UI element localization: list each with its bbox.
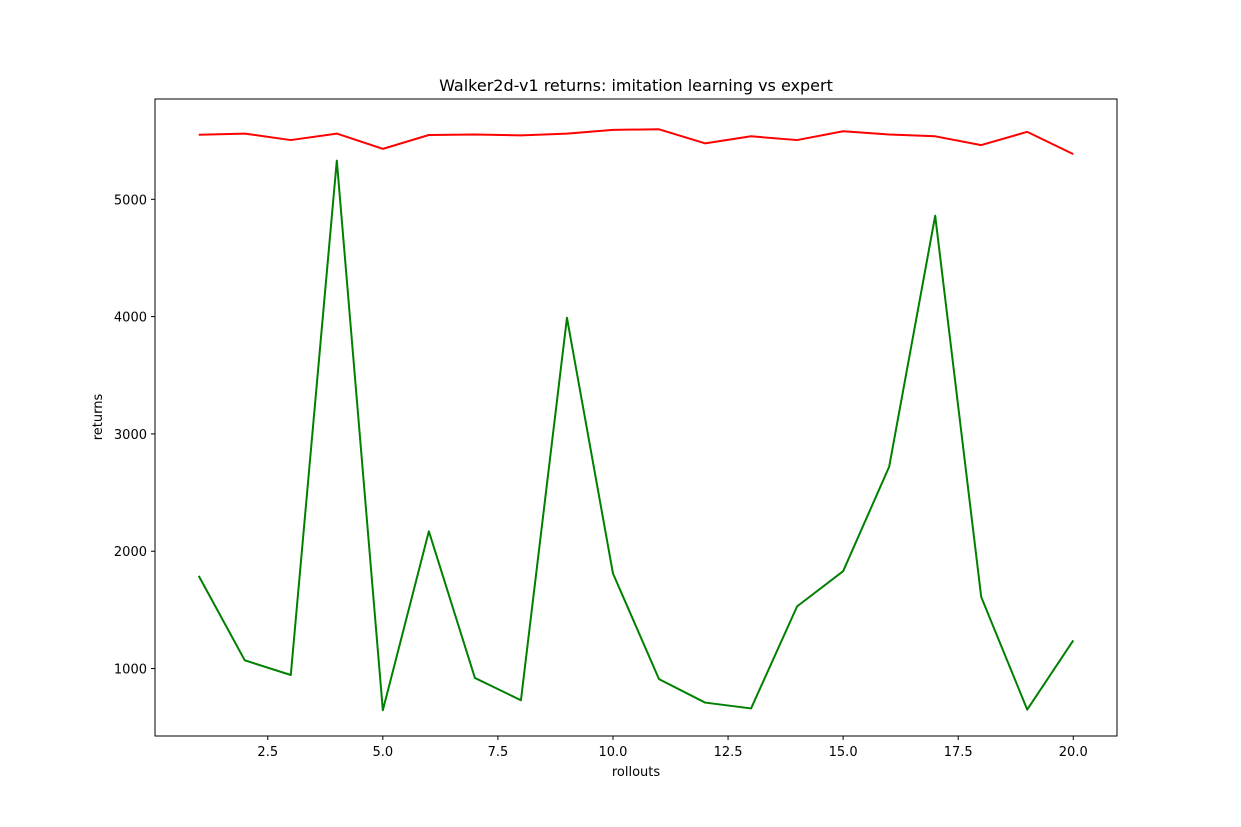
y-tick-label: 3000 xyxy=(114,428,147,443)
chart-title: Walker2d-v1 returns: imitation learning … xyxy=(439,76,833,95)
y-axis-label: returns xyxy=(91,394,106,441)
x-tick-label: 7.5 xyxy=(488,745,509,760)
x-tick-label: 2.5 xyxy=(257,745,278,760)
y-tick-label: 4000 xyxy=(114,311,147,326)
x-tick-label: 12.5 xyxy=(714,745,743,760)
x-tick-label: 17.5 xyxy=(944,745,973,760)
y-tick-label: 2000 xyxy=(114,545,147,560)
y-tick-label: 1000 xyxy=(114,663,147,678)
x-axis-label: rollouts xyxy=(612,765,661,780)
x-tick-label: 20.0 xyxy=(1059,745,1088,760)
series-line-2 xyxy=(197,159,1075,712)
x-tick-label: 5.0 xyxy=(372,745,393,760)
plot-frame xyxy=(154,98,1118,737)
x-tick-label: 15.0 xyxy=(829,745,858,760)
series-line-1 xyxy=(198,128,1074,156)
plot-area: 2.5 5.0 7.5 10.0 12.5 15.0 17.5 20.0 1000 2000 300… xyxy=(114,98,1118,760)
x-tick-label: 10.0 xyxy=(599,745,628,760)
y-tick-label: 5000 xyxy=(114,193,147,208)
